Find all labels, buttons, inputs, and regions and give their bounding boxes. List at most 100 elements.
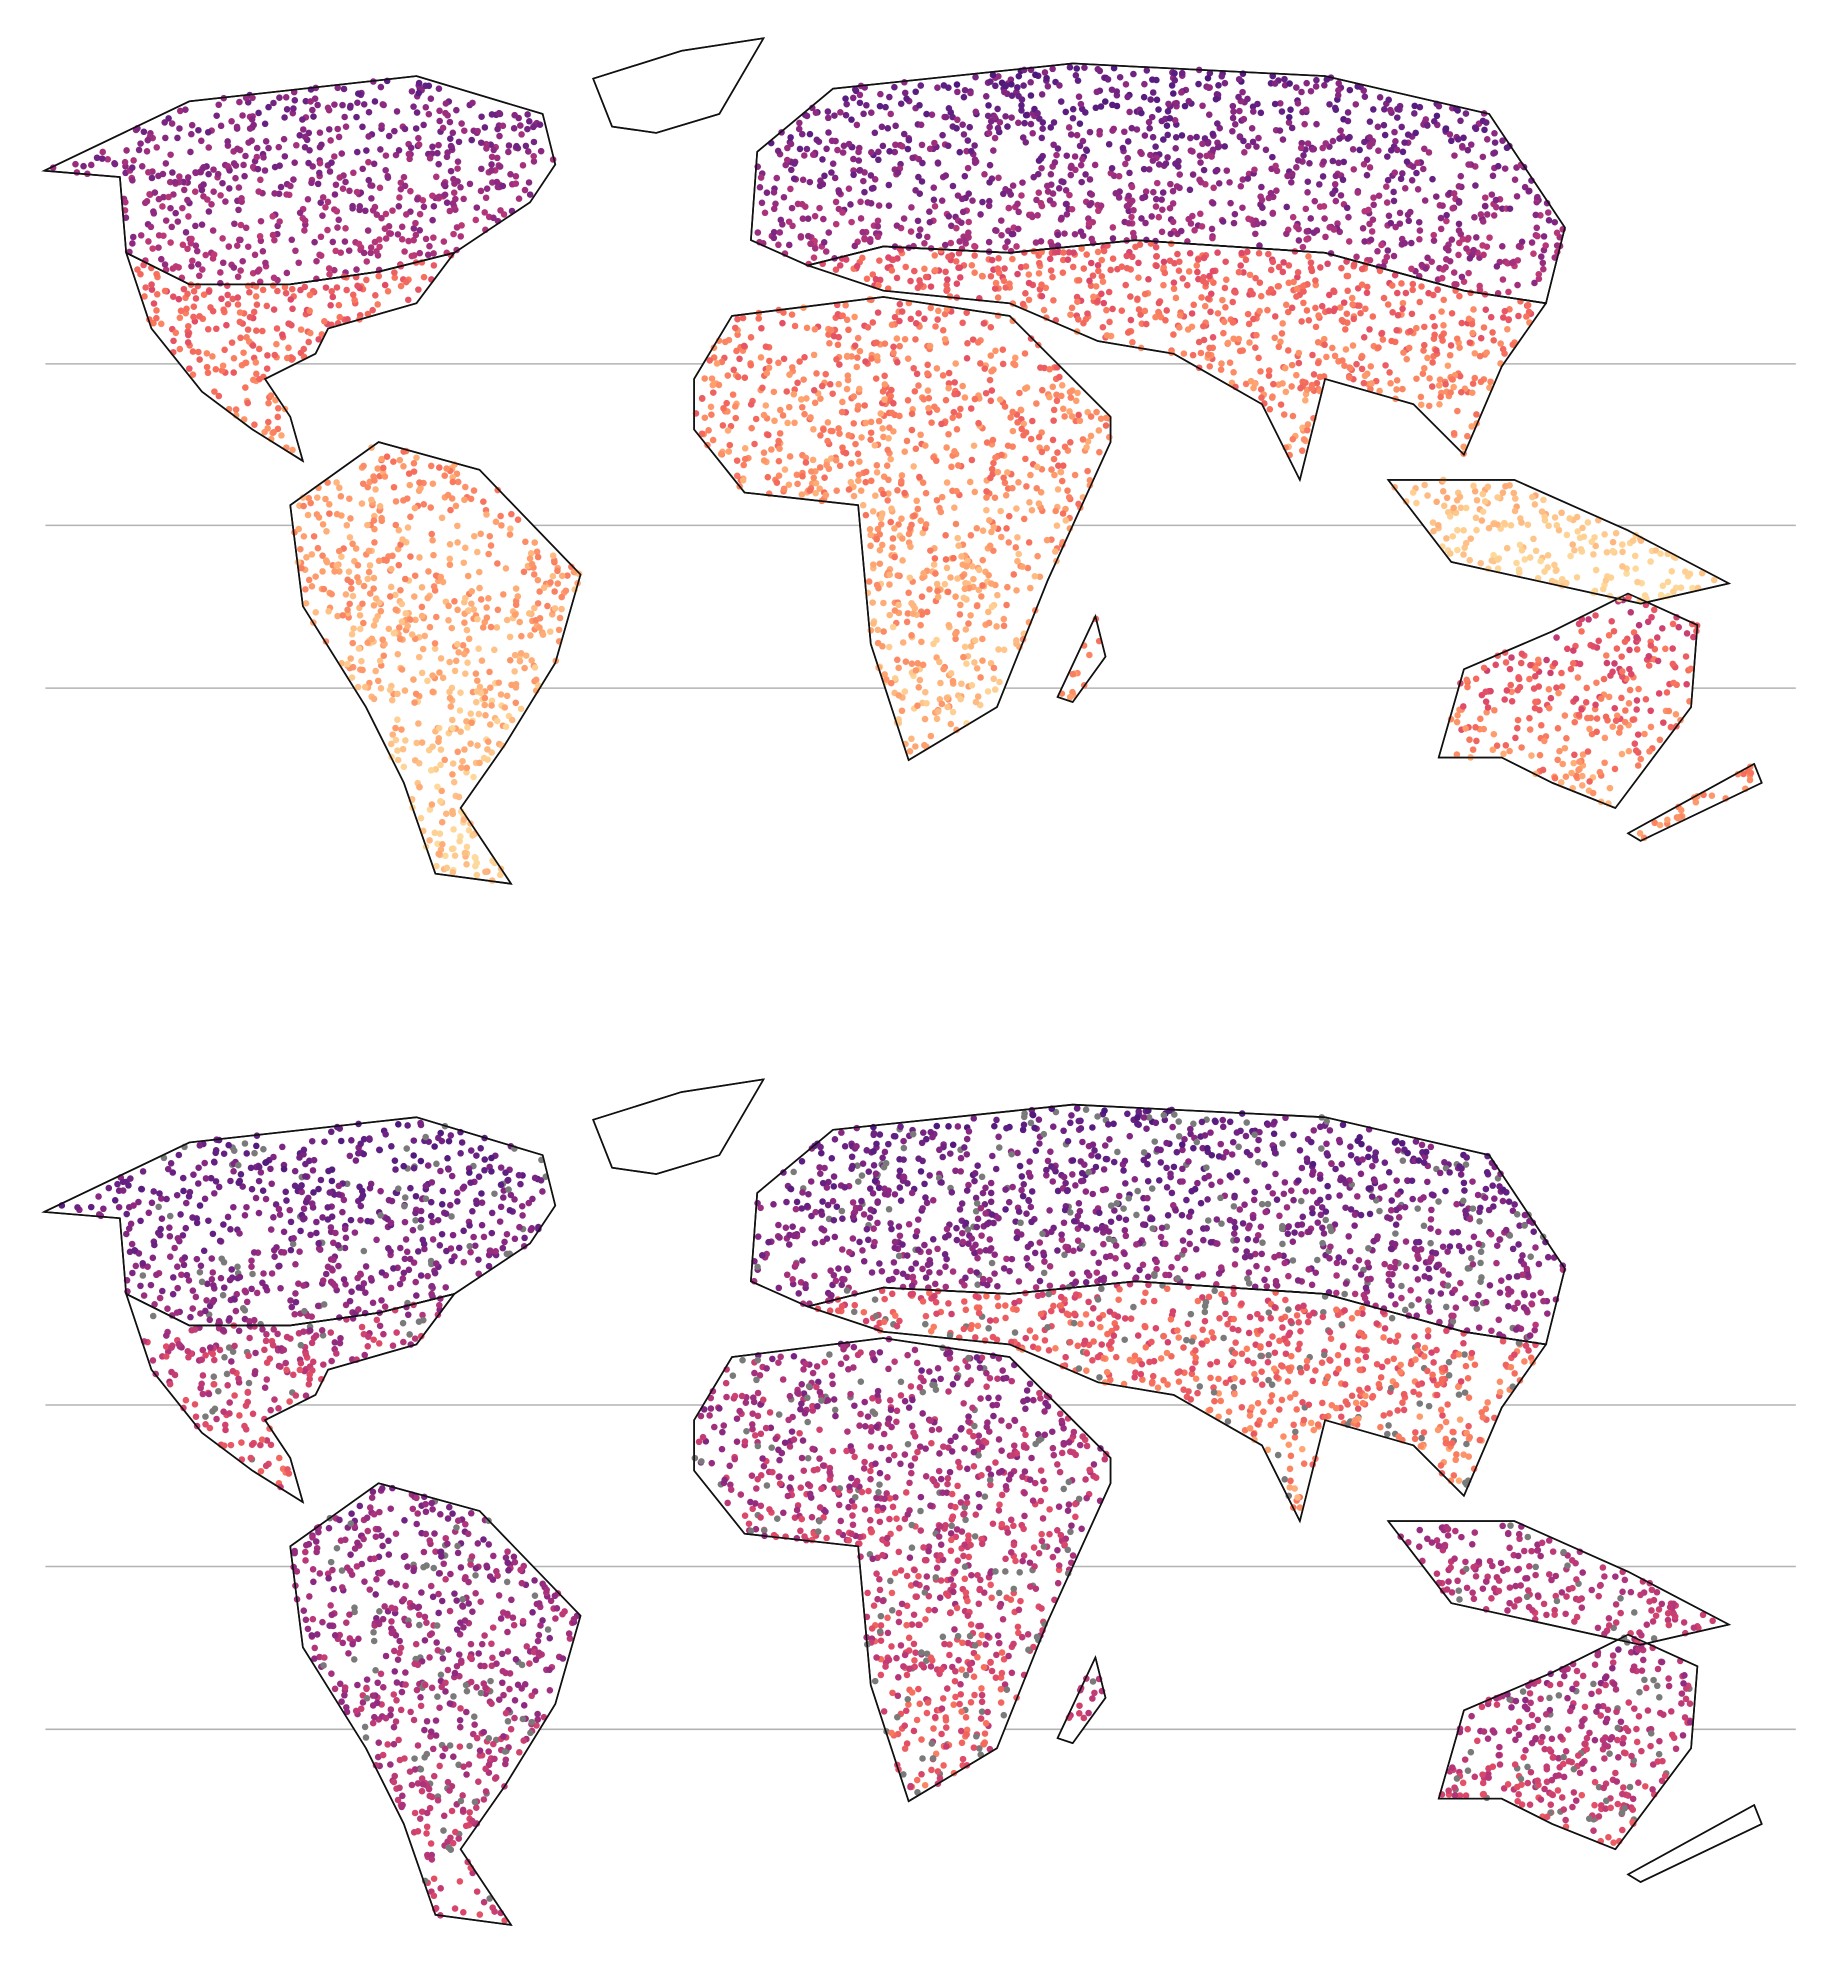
data-point: [1005, 512, 1013, 520]
data-point: [766, 357, 773, 365]
data-point: [326, 168, 334, 175]
data-point: [392, 724, 399, 732]
data-point: [829, 390, 836, 398]
data-point: [1401, 185, 1409, 192]
data-point: [1659, 625, 1666, 632]
data-point: [455, 138, 463, 146]
data-point: [1420, 165, 1427, 173]
data-point: [366, 590, 374, 597]
data-point: [1223, 276, 1230, 283]
data-point: [1645, 662, 1653, 669]
data-point: [179, 204, 186, 212]
data-point: [141, 293, 148, 300]
data-point: [1086, 201, 1093, 209]
data-point: [192, 222, 199, 230]
data-point: [1416, 298, 1424, 306]
data-point: [799, 472, 806, 480]
data-point: [1619, 548, 1626, 556]
data-point: [483, 185, 491, 192]
data-point: [954, 462, 962, 469]
data-point: [1442, 264, 1449, 271]
data-point: [333, 207, 341, 215]
data-point: [1155, 161, 1163, 168]
data-point: [971, 252, 978, 259]
data-point: [1609, 538, 1617, 546]
data-point: [896, 245, 903, 252]
data-point: [1302, 205, 1310, 213]
data-point: [803, 395, 810, 402]
data-point: [1366, 164, 1374, 171]
data-point: [1321, 82, 1328, 89]
data-point: [540, 584, 548, 591]
data-point: [1335, 159, 1342, 167]
data-point: [1466, 556, 1474, 564]
data-point: [1069, 263, 1077, 271]
data-point: [888, 321, 896, 329]
data-point: [1573, 574, 1581, 581]
data-point: [1082, 109, 1089, 116]
data-point: [255, 188, 262, 195]
data-point: [965, 234, 972, 241]
data-point: [1489, 172, 1497, 180]
data-point: [921, 715, 929, 723]
data-point: [176, 125, 183, 132]
data-point: [1650, 606, 1658, 614]
data-point: [971, 142, 978, 149]
data-point: [828, 137, 836, 145]
data-point: [733, 457, 741, 464]
data-point: [1167, 230, 1175, 238]
data-point: [410, 676, 417, 683]
data-point: [1118, 307, 1126, 314]
data-point: [1368, 228, 1376, 235]
data-point: [919, 661, 927, 669]
data-point: [1629, 537, 1637, 544]
data-point: [826, 380, 834, 388]
data-point: [1383, 199, 1391, 206]
data-point: [889, 535, 897, 542]
data-point: [1460, 551, 1467, 558]
data-point: [959, 121, 966, 128]
data-point: [1003, 525, 1010, 532]
data-point: [533, 548, 541, 556]
data-point: [1396, 220, 1404, 227]
data-point: [776, 430, 784, 437]
data-point: [161, 261, 169, 268]
data-point: [797, 234, 805, 241]
data-point: [870, 184, 877, 192]
data-point: [198, 221, 206, 228]
data-point: [822, 370, 830, 378]
data-point: [283, 269, 291, 277]
data-point: [893, 335, 901, 342]
data-point: [1431, 322, 1438, 330]
data-point: [1633, 646, 1641, 653]
data-point: [1267, 285, 1275, 293]
data-point: [493, 624, 501, 631]
data-point: [334, 612, 341, 620]
data-point: [945, 430, 952, 438]
data-point: [184, 290, 191, 298]
data-point: [1538, 508, 1546, 515]
data-point: [1312, 304, 1319, 312]
data-point: [1067, 394, 1075, 401]
data-point: [208, 201, 215, 208]
data-point: [954, 116, 961, 124]
data-point: [378, 455, 386, 463]
data-point: [1455, 182, 1463, 190]
data-point: [402, 737, 409, 744]
data-point: [914, 505, 922, 513]
data-point: [1466, 339, 1474, 346]
data-point: [1407, 327, 1414, 335]
data-point: [1376, 94, 1384, 101]
data-point: [985, 571, 992, 579]
data-point: [806, 487, 814, 494]
data-point: [956, 148, 964, 156]
data-point: [867, 418, 875, 426]
data-point: [894, 656, 901, 664]
data-point: [914, 284, 922, 292]
data-point: [1004, 583, 1011, 591]
data-point: [1264, 306, 1271, 314]
data-point: [757, 354, 765, 361]
data-point: [1531, 279, 1538, 287]
data-point: [1436, 401, 1443, 408]
data-point: [418, 584, 426, 591]
